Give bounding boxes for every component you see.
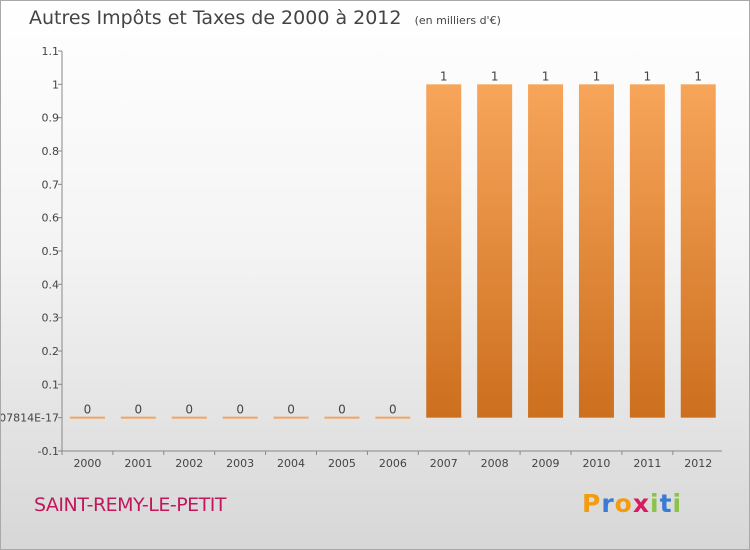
x-tick-label: 2001 bbox=[124, 457, 152, 470]
x-tick-label: 2007 bbox=[430, 457, 458, 470]
chart-title-row: Autres Impôts et Taxes de 2000 à 2012 (e… bbox=[29, 7, 501, 29]
bar bbox=[375, 416, 411, 419]
data-label: 0 bbox=[185, 403, 193, 417]
bar bbox=[324, 416, 360, 419]
bar bbox=[171, 416, 207, 419]
logo-letter: t bbox=[659, 489, 673, 518]
bar bbox=[120, 416, 156, 419]
data-label: 1 bbox=[491, 69, 499, 83]
proxiti-logo: Proxiti bbox=[582, 489, 682, 518]
y-tick-label: 0.6 bbox=[42, 212, 60, 225]
data-label: 0 bbox=[135, 403, 143, 417]
x-tick-label: 2008 bbox=[481, 457, 509, 470]
commune-name: SAINT-REMY-LE-PETIT bbox=[34, 494, 226, 516]
x-tick-label: 2002 bbox=[175, 457, 203, 470]
unit-label: (en milliers d'€) bbox=[414, 14, 501, 27]
data-label: 0 bbox=[84, 403, 92, 417]
y-tick-label: 0.1 bbox=[42, 378, 60, 391]
logo-letter: P bbox=[582, 489, 602, 518]
x-tick-label: 2006 bbox=[379, 457, 407, 470]
bar bbox=[680, 84, 716, 418]
x-tick-label: 2003 bbox=[226, 457, 254, 470]
y-tick-label: 0.4 bbox=[42, 278, 60, 291]
data-label: 1 bbox=[542, 69, 550, 83]
x-tick-label: 2011 bbox=[633, 457, 661, 470]
y-tick-label: 0.3 bbox=[42, 312, 60, 325]
logo-letter: x bbox=[632, 489, 650, 518]
y-tick-label: 0.9 bbox=[42, 112, 60, 125]
logo-letter: i bbox=[672, 489, 683, 518]
data-label: 0 bbox=[338, 403, 346, 417]
y-tick-label: 0.7 bbox=[42, 178, 60, 191]
y-tick-label: 0.8 bbox=[42, 145, 60, 158]
x-tick-label: 2004 bbox=[277, 457, 305, 470]
x-tick-label: 2012 bbox=[684, 457, 712, 470]
y-tick-label: 1.0407814E-17 bbox=[1, 412, 59, 425]
data-label: 0 bbox=[236, 403, 244, 417]
data-label: 0 bbox=[389, 403, 397, 417]
chart-title: Autres Impôts et Taxes de 2000 à 2012 bbox=[29, 7, 402, 29]
x-tick-label: 2005 bbox=[328, 457, 356, 470]
data-label: 1 bbox=[694, 69, 702, 83]
bar bbox=[273, 416, 309, 419]
x-tick-label: 2010 bbox=[582, 457, 610, 470]
y-tick-label: 0.2 bbox=[42, 345, 60, 358]
logo-letter: i bbox=[650, 489, 660, 518]
bar bbox=[477, 84, 513, 418]
bar bbox=[222, 416, 258, 419]
logo-letter: o bbox=[614, 489, 633, 518]
bar bbox=[69, 416, 105, 419]
data-label: 0 bbox=[287, 403, 295, 417]
y-tick-label: 1 bbox=[52, 78, 59, 91]
data-label: 1 bbox=[593, 69, 601, 83]
logo-letter: r bbox=[601, 489, 615, 518]
bar bbox=[629, 84, 665, 418]
data-label: 1 bbox=[440, 69, 448, 83]
y-tick-label: 1.1 bbox=[42, 45, 60, 58]
bar bbox=[578, 84, 614, 418]
y-tick-label: -0.1 bbox=[38, 445, 59, 458]
bar bbox=[426, 84, 462, 418]
x-tick-label: 2000 bbox=[73, 457, 101, 470]
y-tick-label: 0.5 bbox=[42, 245, 60, 258]
x-tick-label: 2009 bbox=[532, 457, 560, 470]
bar bbox=[528, 84, 564, 418]
data-label: 1 bbox=[644, 69, 652, 83]
